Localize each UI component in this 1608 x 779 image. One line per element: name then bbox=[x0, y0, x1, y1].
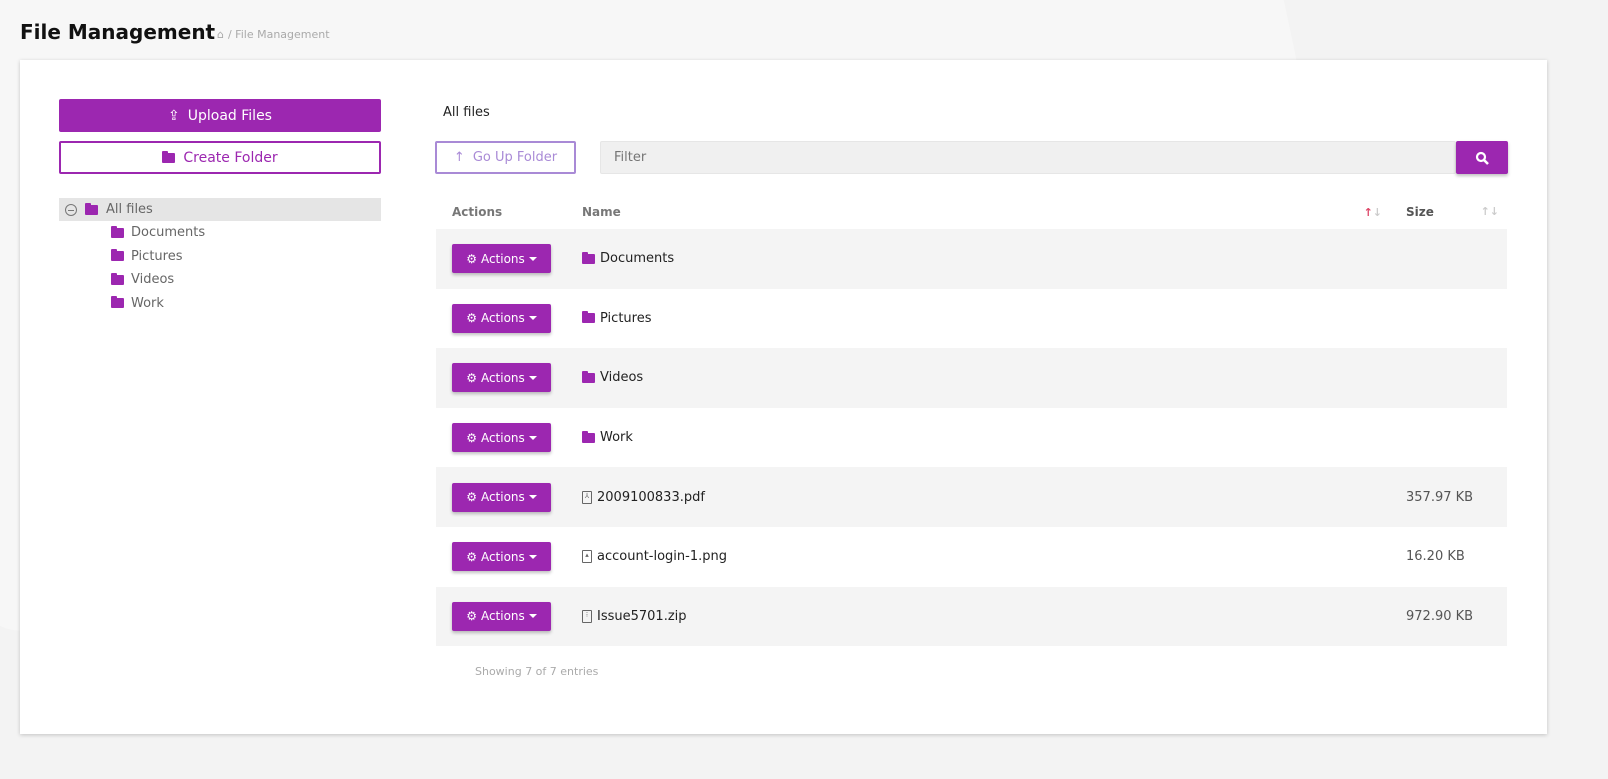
current-path: All files bbox=[443, 105, 490, 120]
file-name[interactable]: Documents bbox=[600, 251, 675, 267]
folder-icon bbox=[111, 272, 124, 285]
arrow-up-icon: ↑ bbox=[453, 150, 465, 165]
caret-down-icon bbox=[528, 435, 537, 440]
table-row[interactable]: ⚙ Actions ⅄ 2009100833.pdf 357.97 KB bbox=[436, 467, 1507, 527]
file-name[interactable]: Work bbox=[600, 430, 633, 446]
tree-label: Videos bbox=[131, 272, 175, 288]
caret-down-icon bbox=[528, 614, 537, 619]
sort-icon[interactable]: ↑↓ bbox=[1480, 205, 1499, 218]
folder-icon bbox=[582, 311, 595, 324]
caret-down-icon bbox=[528, 495, 537, 500]
zip-file-icon: ⁝ bbox=[582, 609, 592, 623]
file-manager-card: ⇪ Upload Files Create Folder All files Do… bbox=[20, 60, 1547, 734]
files-table: Actions Name ↑↓ Size ↑↓ ⚙ Actions Documents… bbox=[436, 195, 1507, 647]
search-button[interactable] bbox=[1456, 141, 1508, 174]
folder-icon bbox=[111, 225, 124, 238]
table-row[interactable]: ⚙ Actions ▴ account-login-1.png 16.20 KB bbox=[436, 527, 1507, 587]
actions-label: Actions bbox=[480, 251, 525, 266]
actions-dropdown-button[interactable]: ⚙ Actions bbox=[452, 363, 551, 393]
tree-item[interactable]: Work bbox=[59, 292, 381, 316]
actions-label: Actions bbox=[480, 609, 525, 624]
actions-dropdown-button[interactable]: ⚙ Actions bbox=[452, 303, 551, 333]
actions-dropdown-button[interactable]: ⚙ Actions bbox=[452, 423, 551, 453]
caret-down-icon bbox=[528, 316, 537, 321]
table-row[interactable]: ⚙ Actions Pictures bbox=[436, 289, 1507, 349]
create-label: Create Folder bbox=[183, 149, 278, 166]
breadcrumb: ⌂ / File Management bbox=[217, 28, 330, 41]
table-row[interactable]: ⚙ Actions Documents bbox=[436, 229, 1507, 289]
actions-label: Actions bbox=[480, 490, 525, 505]
go-up-label: Go Up Folder bbox=[472, 150, 558, 165]
col-name[interactable]: Name ↑↓ bbox=[566, 205, 1390, 219]
gear-icon: ⚙ bbox=[466, 490, 477, 505]
page-title: File Management bbox=[20, 20, 216, 44]
table-row[interactable]: ⚙ Actions Work bbox=[436, 408, 1507, 468]
file-name[interactable]: Pictures bbox=[600, 310, 652, 326]
gear-icon: ⚙ bbox=[466, 370, 477, 385]
collapse-icon[interactable] bbox=[65, 203, 77, 216]
actions-label: Actions bbox=[480, 370, 525, 385]
upload-files-button[interactable]: ⇪ Upload Files bbox=[59, 99, 381, 132]
actions-dropdown-button[interactable]: ⚙ Actions bbox=[452, 482, 551, 512]
entries-info: Showing 7 of 7 entries bbox=[475, 665, 599, 678]
folder-tree: All files Documents Pictures Videos Work bbox=[59, 198, 381, 315]
gear-icon: ⚙ bbox=[466, 549, 477, 564]
tree-label: All files bbox=[106, 202, 153, 217]
table-row[interactable]: ⚙ Actions ⁝ Issue5701.zip 972.90 KB bbox=[436, 586, 1507, 647]
gear-icon: ⚙ bbox=[466, 251, 477, 266]
caret-down-icon bbox=[528, 554, 537, 559]
folder-icon bbox=[111, 249, 124, 262]
table-header: Actions Name ↑↓ Size ↑↓ bbox=[436, 195, 1507, 229]
actions-label: Actions bbox=[480, 549, 525, 564]
col-actions: Actions bbox=[452, 205, 503, 219]
file-size: 357.97 KB bbox=[1406, 489, 1474, 505]
actions-label: Actions bbox=[480, 311, 525, 326]
tree-label: Work bbox=[131, 295, 164, 311]
tree-item[interactable]: Documents bbox=[59, 221, 381, 245]
tree-item[interactable]: Videos bbox=[59, 268, 381, 292]
col-size[interactable]: Size ↑↓ bbox=[1390, 205, 1507, 219]
file-size: 972.90 KB bbox=[1406, 608, 1474, 624]
folder-icon bbox=[582, 251, 595, 264]
create-folder-button[interactable]: Create Folder bbox=[59, 141, 381, 174]
col-name-label: Name bbox=[582, 205, 621, 219]
file-name[interactable]: Issue5701.zip bbox=[597, 608, 687, 624]
actions-dropdown-button[interactable]: ⚙ Actions bbox=[452, 244, 551, 274]
folder-icon bbox=[85, 202, 98, 215]
breadcrumb-current: / File Management bbox=[227, 28, 330, 41]
upload-label: Upload Files bbox=[187, 107, 272, 124]
file-size: 16.20 KB bbox=[1406, 549, 1465, 565]
folder-icon bbox=[582, 430, 595, 443]
tree-item[interactable]: Pictures bbox=[59, 245, 381, 269]
pdf-file-icon: ⅄ bbox=[582, 490, 592, 504]
sort-icon[interactable]: ↑↓ bbox=[1363, 205, 1382, 219]
gear-icon: ⚙ bbox=[466, 609, 477, 624]
image-file-icon: ▴ bbox=[582, 550, 592, 564]
actions-dropdown-button[interactable]: ⚙ Actions bbox=[452, 601, 551, 631]
file-name[interactable]: account-login-1.png bbox=[597, 549, 727, 565]
tree-label: Pictures bbox=[131, 248, 183, 264]
file-name[interactable]: Videos bbox=[600, 370, 644, 386]
caret-down-icon bbox=[528, 256, 537, 261]
caret-down-icon bbox=[528, 375, 537, 380]
folder-icon bbox=[111, 296, 124, 309]
gear-icon: ⚙ bbox=[466, 311, 477, 326]
tree-item-all-files[interactable]: All files bbox=[59, 198, 381, 221]
folder-icon bbox=[582, 370, 595, 383]
tree-label: Documents bbox=[131, 225, 206, 241]
table-row[interactable]: ⚙ Actions Videos bbox=[436, 348, 1507, 408]
upload-icon: ⇪ bbox=[168, 107, 180, 124]
file-name[interactable]: 2009100833.pdf bbox=[597, 489, 705, 505]
actions-dropdown-button[interactable]: ⚙ Actions bbox=[452, 542, 551, 572]
go-up-folder-button[interactable]: ↑ Go Up Folder bbox=[435, 141, 576, 174]
gear-icon: ⚙ bbox=[466, 430, 477, 445]
folder-plus-icon bbox=[162, 150, 176, 163]
col-size-label: Size bbox=[1406, 205, 1434, 219]
search-icon bbox=[1475, 151, 1489, 165]
home-icon[interactable]: ⌂ bbox=[217, 28, 224, 41]
filter-input[interactable] bbox=[600, 141, 1456, 174]
actions-label: Actions bbox=[480, 430, 525, 445]
